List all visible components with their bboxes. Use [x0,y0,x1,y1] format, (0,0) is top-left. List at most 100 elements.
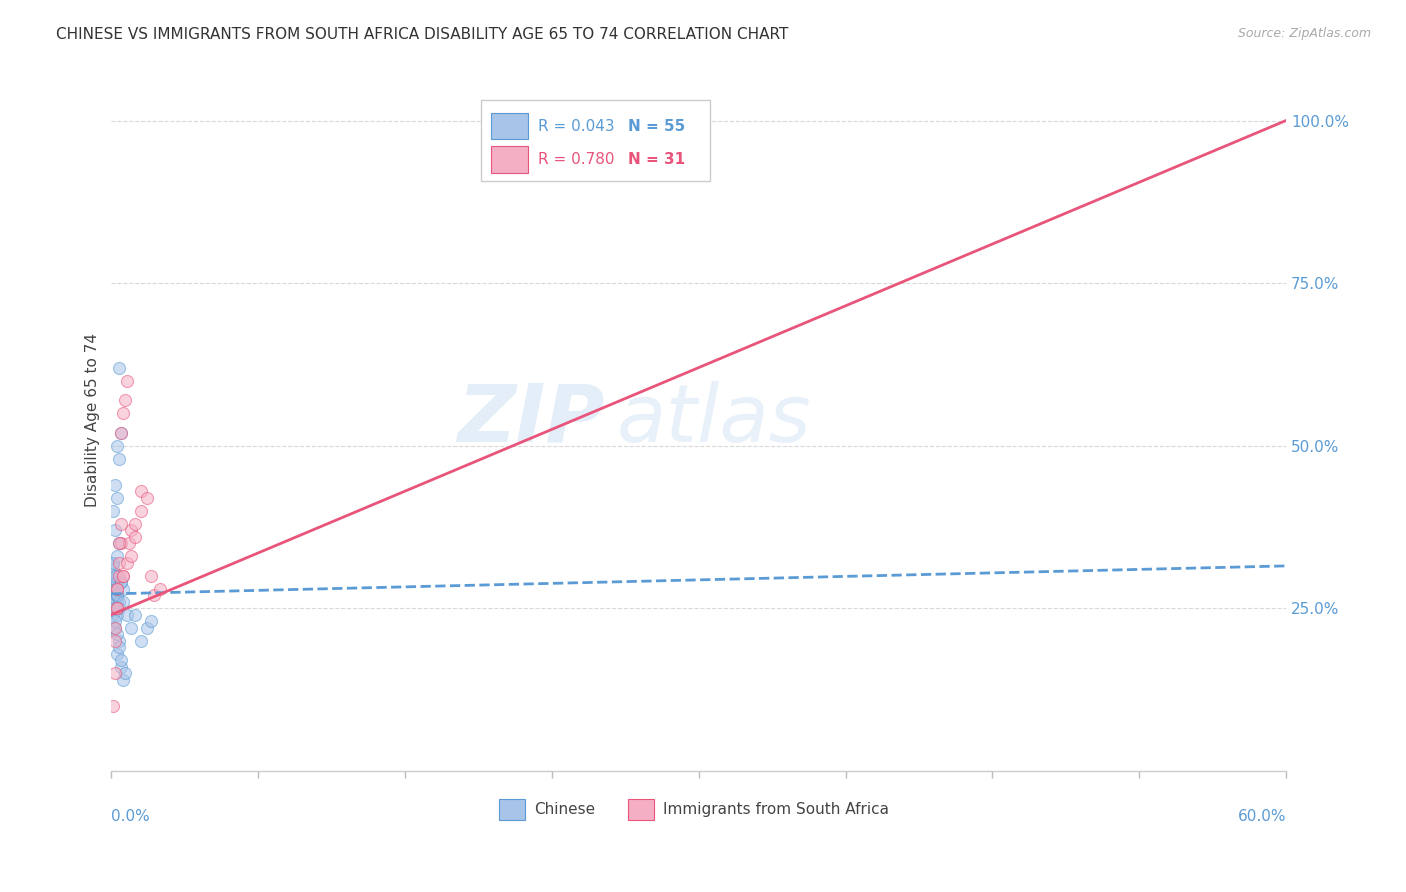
Point [115,607,138,622]
Point [112,582,135,596]
Point [105,601,128,615]
Point [110,653,132,667]
Text: 0.0%: 0.0% [111,809,150,824]
Point [110,536,132,550]
Text: atlas: atlas [616,381,811,458]
Text: Source: ZipAtlas.com: Source: ZipAtlas.com [1237,27,1371,40]
Point [108,556,131,570]
Bar [628,799,654,820]
Text: ZIP: ZIP [457,381,605,458]
Point [105,491,128,505]
Point [103,562,125,576]
Point [103,556,125,570]
Point [149,582,172,596]
Point [103,582,125,596]
Point [129,503,152,517]
Point [108,633,131,648]
Text: N = 31: N = 31 [628,153,685,168]
Text: R = 0.043: R = 0.043 [537,119,628,134]
Point [124,516,146,531]
Point [105,568,128,582]
Text: 60.0%: 60.0% [1237,809,1286,824]
Point [135,491,157,505]
Bar [499,799,524,820]
Point [112,673,135,687]
Point [110,425,132,440]
Point [114,393,136,408]
Point [120,523,142,537]
Point [118,536,141,550]
Point [103,698,125,713]
Point [104,595,127,609]
Point [105,588,128,602]
Point [105,647,128,661]
Point [143,588,166,602]
Point [110,659,132,673]
Point [103,621,125,635]
Point [139,614,162,628]
Point [104,582,127,596]
Point [104,582,127,596]
Point [139,568,162,582]
Point [129,484,152,499]
Text: R = 0.780: R = 0.780 [537,153,628,168]
Bar [491,146,529,173]
Point [110,575,132,590]
FancyBboxPatch shape [481,100,710,181]
Point [104,477,127,491]
Point [124,607,146,622]
Point [104,575,127,590]
Point [104,621,127,635]
Point [108,595,131,609]
Text: Chinese: Chinese [534,802,595,817]
Point [103,556,125,570]
Point [112,406,135,420]
Point [108,536,131,550]
Point [112,595,135,609]
Point [105,582,128,596]
Point [108,536,131,550]
Bar [491,112,529,139]
Point [105,588,128,602]
Point [104,666,127,681]
Point [110,425,132,440]
Point [103,601,125,615]
Point [124,530,146,544]
Point [103,503,125,517]
Point [104,568,127,582]
Point [105,549,128,563]
Point [115,374,138,388]
Point [112,568,135,582]
Point [108,601,131,615]
Point [104,633,127,648]
Point [104,614,127,628]
Point [105,582,128,596]
Text: N = 55: N = 55 [628,119,686,134]
Point [103,607,125,622]
Point [105,588,128,602]
Point [105,601,128,615]
Point [105,439,128,453]
Point [108,360,131,375]
Text: CHINESE VS IMMIGRANTS FROM SOUTH AFRICA DISABILITY AGE 65 TO 74 CORRELATION CHAR: CHINESE VS IMMIGRANTS FROM SOUTH AFRICA … [56,27,789,42]
Point [135,621,157,635]
Point [105,607,128,622]
Point [110,516,132,531]
Point [120,621,142,635]
Point [108,640,131,655]
Point [104,601,127,615]
Point [104,621,127,635]
Point [108,451,131,466]
Point [114,666,136,681]
Y-axis label: Disability Age 65 to 74: Disability Age 65 to 74 [86,333,100,507]
Point [105,627,128,641]
Point [115,556,138,570]
Point [110,575,132,590]
Point [120,549,142,563]
Point [105,575,128,590]
Point [108,568,131,582]
Point [105,595,128,609]
Point [104,523,127,537]
Point [104,588,127,602]
Point [112,568,135,582]
